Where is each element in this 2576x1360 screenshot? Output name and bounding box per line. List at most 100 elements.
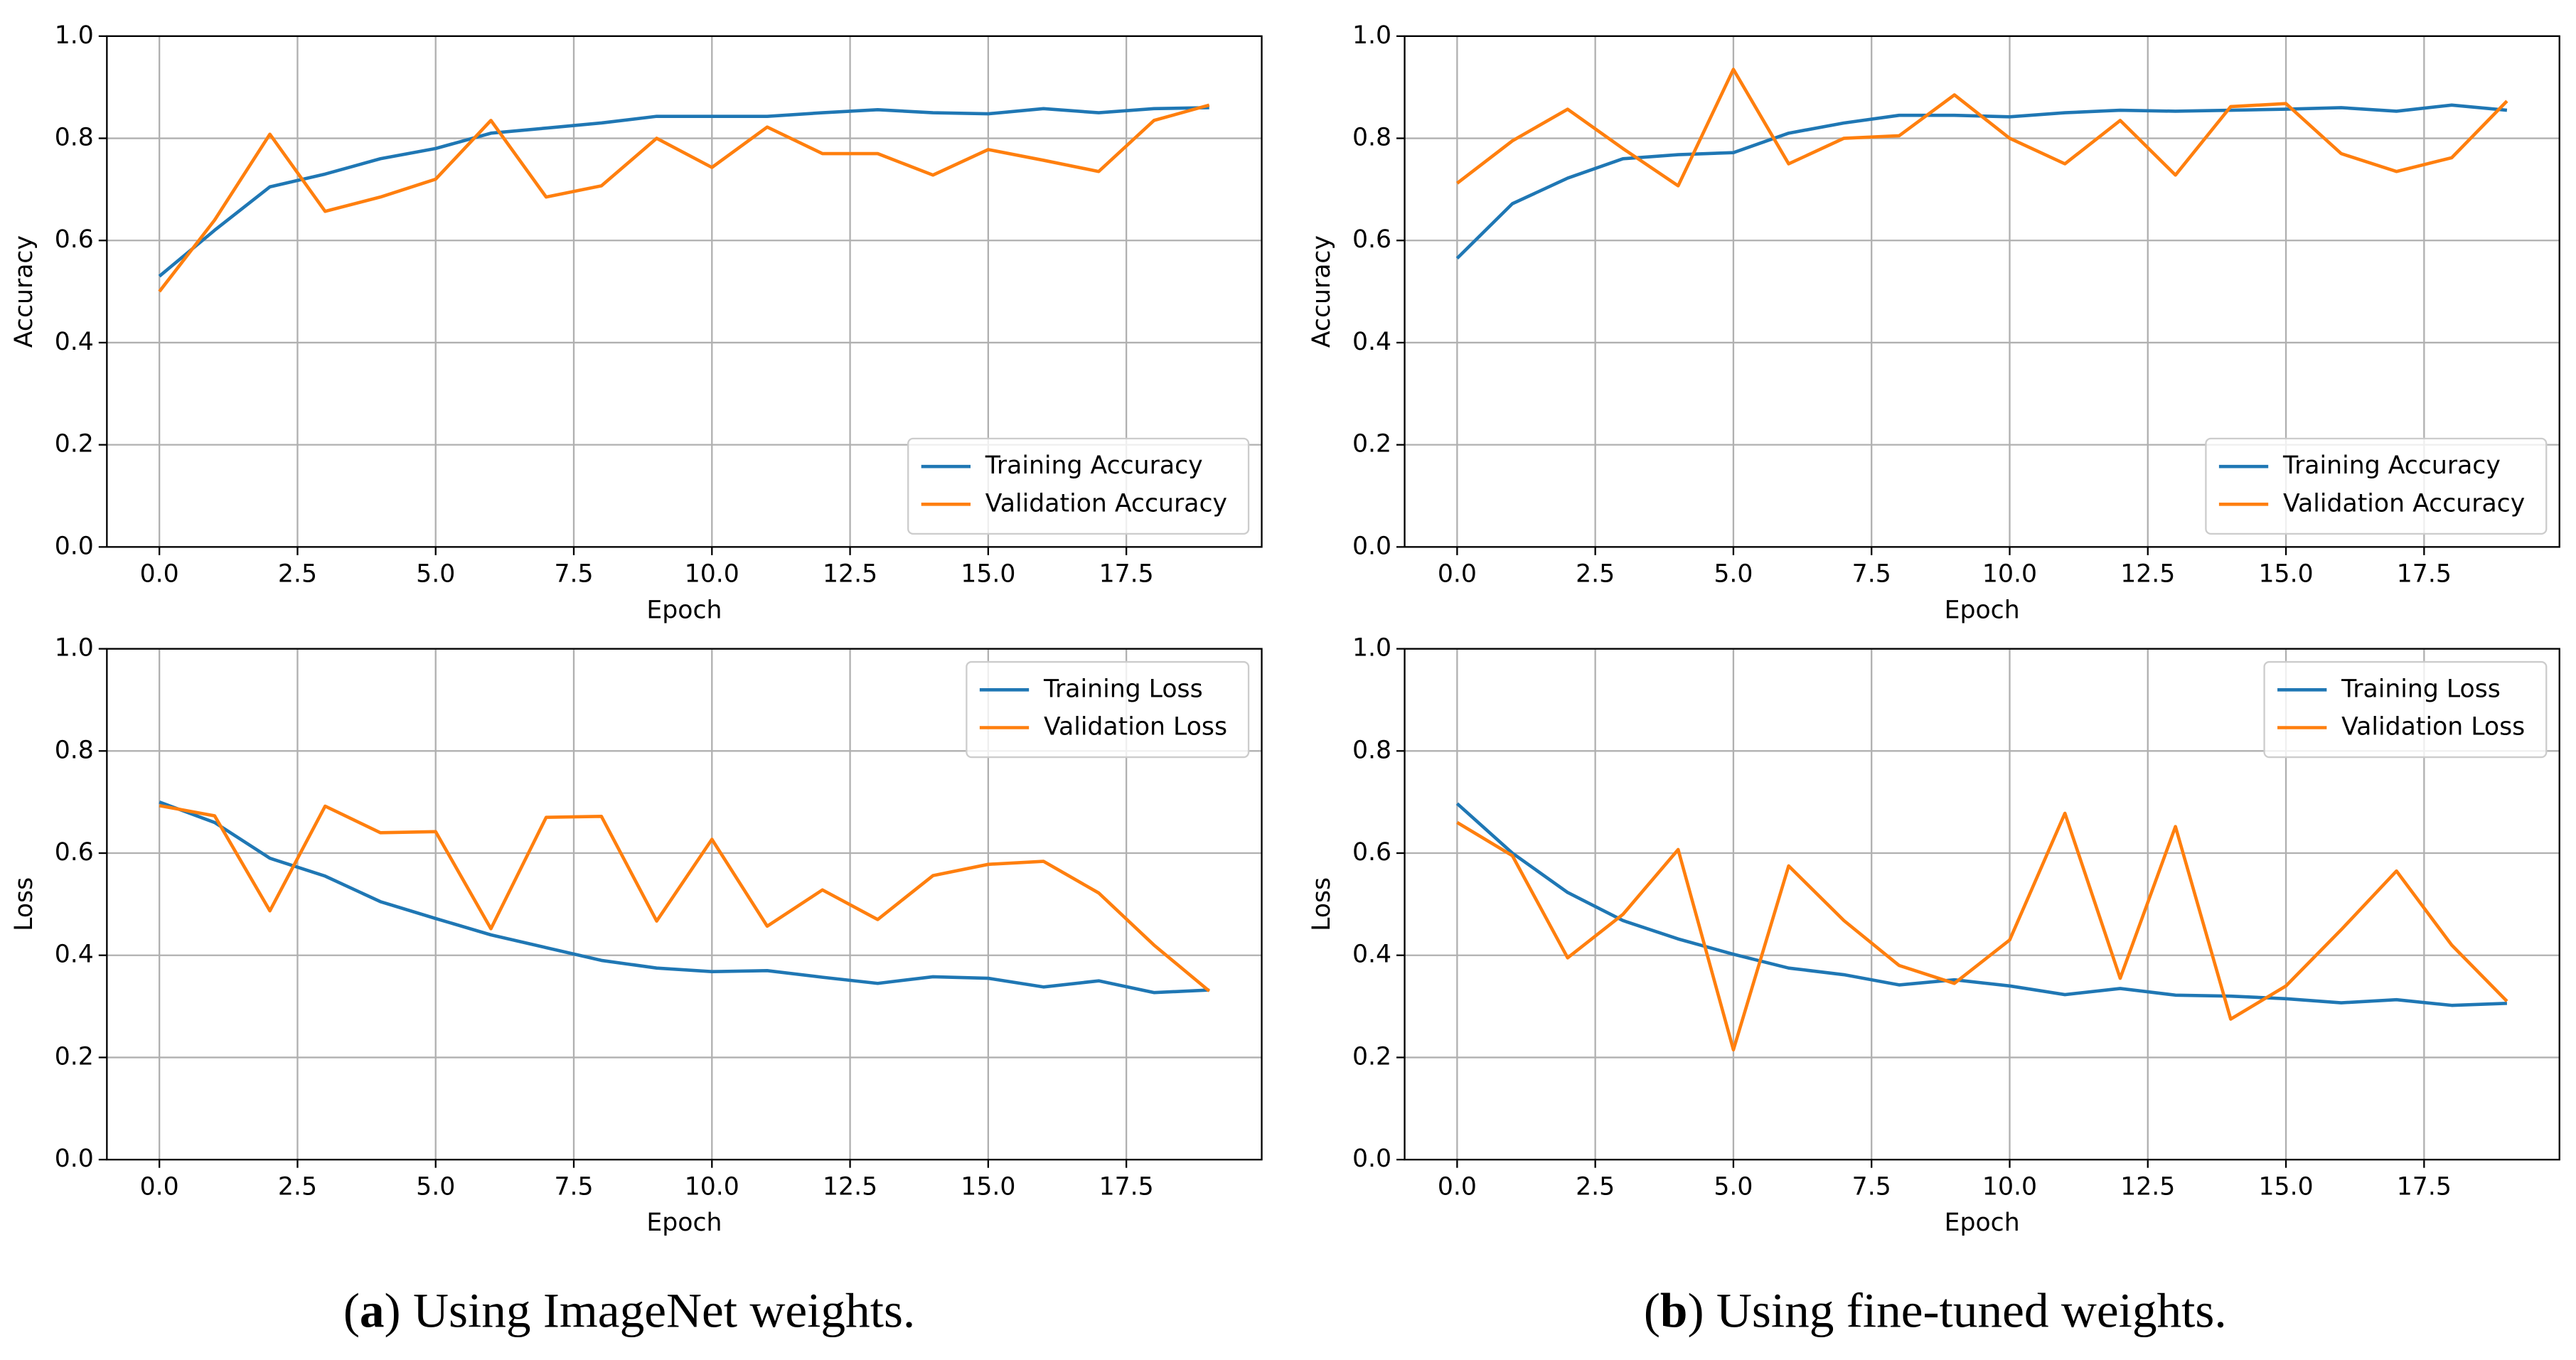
x-tick-label: 7.5 xyxy=(554,560,593,589)
line-series xyxy=(158,106,1209,278)
x-tick-label: 12.5 xyxy=(823,1172,877,1201)
legend-label: Training Loss xyxy=(1043,675,1203,703)
legend-box xyxy=(2205,437,2548,535)
x-tick-label: 10.0 xyxy=(685,1172,739,1201)
x-tick-label: 5.0 xyxy=(416,1172,455,1201)
y-tick-label: 0.2 xyxy=(55,430,94,459)
axes-frame xyxy=(106,35,1263,548)
x-tick-label: 0.0 xyxy=(1438,560,1477,589)
y-tick-label: 0.6 xyxy=(55,838,94,867)
y-axis-label: Accuracy xyxy=(10,235,38,348)
y-tick-label: 0.6 xyxy=(1352,838,1391,867)
x-tick-label: 12.5 xyxy=(2120,560,2175,589)
x-axis-label: Epoch xyxy=(646,1209,722,1237)
caption-part: ( xyxy=(343,1283,360,1338)
x-tick-label: 12.5 xyxy=(823,560,877,589)
y-tick-label: 0.8 xyxy=(1352,736,1391,764)
caption-part: ) Using ImageNet weights. xyxy=(385,1283,916,1338)
legend-box xyxy=(907,437,1250,535)
x-tick-label: 12.5 xyxy=(2120,1172,2175,1201)
y-tick-label: 0.8 xyxy=(55,124,94,152)
x-tick-label: 10.0 xyxy=(1982,1172,2037,1201)
legend: Training Accuracy Validation Accuracy xyxy=(2205,437,2548,535)
x-tick-label: 17.5 xyxy=(2397,1172,2452,1201)
y-tick-label: 0.6 xyxy=(1352,225,1391,254)
y-tick-label: 0.2 xyxy=(55,1042,94,1071)
y-axis-label: Accuracy xyxy=(1308,235,1336,348)
line-series xyxy=(158,103,1210,293)
caption: (b) Using fine-tuned weights. xyxy=(1644,1283,2227,1338)
caption-part: ) Using fine-tuned weights. xyxy=(1687,1283,2226,1338)
y-tick-label: 0.8 xyxy=(55,736,94,764)
axes-frame xyxy=(1404,648,2560,1161)
axes: 0.0 2.5 5.0 7.5 10.0 12.5 15.0 17.5 0.0 0.2 0.4 0.6… xyxy=(10,634,1263,1237)
y-axis-label: Loss xyxy=(1308,877,1336,931)
y-tick-label: 0.2 xyxy=(1352,430,1391,459)
y-tick-label: 1.0 xyxy=(1352,21,1391,50)
axes: 0.0 2.5 5.0 7.5 10.0 12.5 15.0 17.5 0.0 0.2 0.4 0.6… xyxy=(1308,634,2560,1237)
x-tick-label: 2.5 xyxy=(1576,560,1615,589)
y-tick-label: 0.0 xyxy=(1352,1145,1391,1173)
line-series xyxy=(1456,811,2508,1051)
y-tick-label: 0.4 xyxy=(55,328,94,356)
axes: 0.0 2.5 5.0 7.5 10.0 12.5 15.0 17.5 0.0 0.2 0.4 0.6… xyxy=(10,21,1263,624)
legend-label: Validation Loss xyxy=(1044,713,1227,741)
legend-box xyxy=(2263,660,2548,759)
x-axis-label: Epoch xyxy=(1945,1209,2020,1237)
axes-frame xyxy=(106,648,1263,1161)
line-series xyxy=(159,803,1211,992)
legend-label: Validation Accuracy xyxy=(985,489,1227,518)
y-tick-label: 1.0 xyxy=(55,634,94,663)
legend-label: Validation Accuracy xyxy=(2283,489,2525,518)
x-tick-label: 10.0 xyxy=(1982,560,2037,589)
x-tick-label: 2.5 xyxy=(278,560,317,589)
axes: 0.0 2.5 5.0 7.5 10.0 12.5 15.0 17.5 0.0 0.2 0.4 0.6… xyxy=(1308,21,2560,624)
x-tick-label: 0.0 xyxy=(140,1172,179,1201)
x-tick-label: 17.5 xyxy=(2397,560,2452,589)
x-tick-label: 17.5 xyxy=(1099,1172,1154,1201)
x-tick-label: 15.0 xyxy=(961,1172,1015,1201)
x-tick-label: 15.0 xyxy=(2258,560,2313,589)
y-tick-label: 0.0 xyxy=(1352,532,1391,560)
x-tick-label: 10.0 xyxy=(685,560,739,589)
y-tick-label: 0.4 xyxy=(1352,941,1391,969)
line-series xyxy=(1455,103,2508,260)
line-series xyxy=(1455,802,2508,1007)
x-tick-label: 15.0 xyxy=(961,560,1015,589)
x-tick-label: 5.0 xyxy=(416,560,455,589)
x-tick-label: 5.0 xyxy=(1714,560,1753,589)
x-tick-label: 2.5 xyxy=(278,1172,317,1201)
x-tick-label: 0.0 xyxy=(140,560,179,589)
caption-part: b xyxy=(1660,1283,1688,1338)
caption-part: a xyxy=(360,1283,385,1338)
legend-label: Training Accuracy xyxy=(985,451,1203,480)
y-tick-label: 0.4 xyxy=(1352,328,1391,356)
legend: Training Accuracy Validation Accuracy xyxy=(907,437,1250,535)
legend-label: Validation Loss xyxy=(2341,713,2525,741)
legend-box xyxy=(966,660,1250,759)
y-tick-label: 0.4 xyxy=(55,941,94,969)
y-tick-label: 0.2 xyxy=(1352,1042,1391,1071)
line-series xyxy=(1455,68,2508,188)
y-tick-label: 0.8 xyxy=(1352,124,1391,152)
y-axis-label: Loss xyxy=(10,877,38,931)
legend-label: Training Loss xyxy=(2341,675,2501,703)
x-tick-label: 17.5 xyxy=(1099,560,1154,589)
x-tick-label: 7.5 xyxy=(554,1172,593,1201)
x-tick-label: 2.5 xyxy=(1576,1172,1615,1201)
legend-label: Training Accuracy xyxy=(2282,451,2501,480)
caption-part: ( xyxy=(1644,1283,1660,1338)
legend: Training Loss Validation Loss xyxy=(2263,660,2548,759)
legend: Training Loss Validation Loss xyxy=(966,660,1250,759)
y-tick-label: 0.6 xyxy=(55,225,94,254)
x-axis-label: Epoch xyxy=(1945,596,2020,624)
x-tick-label: 7.5 xyxy=(1852,1172,1891,1201)
x-tick-label: 7.5 xyxy=(1852,560,1891,589)
y-tick-label: 0.0 xyxy=(55,532,94,560)
x-tick-label: 5.0 xyxy=(1714,1172,1753,1201)
axes-frame xyxy=(1404,35,2560,548)
x-tick-label: 15.0 xyxy=(2258,1172,2313,1201)
caption: (a) Using ImageNet weights. xyxy=(343,1283,915,1338)
